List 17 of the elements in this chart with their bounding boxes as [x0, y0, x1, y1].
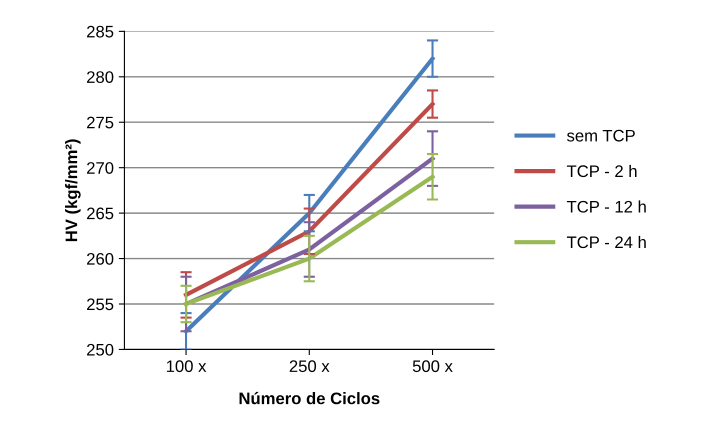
y-tick-label: 250 [87, 344, 114, 356]
y-tick-label: 275 [87, 116, 114, 128]
y-tick-label: 285 [87, 26, 114, 38]
y-tick-label: 260 [87, 252, 114, 265]
x-tick-label: 500 x [412, 360, 453, 372]
legend-label: TCP - 24 h [566, 236, 646, 248]
y-axis-title: HV (kgf/mm²) [65, 139, 81, 242]
y-tick-label: 255 [87, 298, 114, 310]
legend-label: sem TCP [567, 130, 635, 142]
x-axis-title: Número de Ciclos [240, 392, 380, 404]
legend-label: TCP - 2 h [566, 164, 636, 178]
legend-label: TCP - 12 h [566, 200, 646, 213]
x-tick-label: 100 x [166, 360, 206, 372]
y-tick-label: 265 [87, 208, 114, 220]
y-tick-label: 270 [87, 162, 114, 174]
y-tick-label: 280 [87, 71, 114, 84]
x-tick-label: 250 x [290, 360, 330, 372]
